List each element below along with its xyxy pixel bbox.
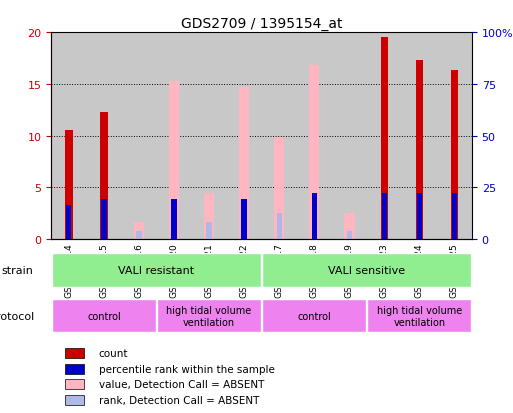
Bar <box>416 61 423 240</box>
Bar <box>309 66 320 240</box>
Text: count: count <box>99 348 128 358</box>
Bar <box>122 33 156 240</box>
Bar <box>191 33 227 240</box>
Bar <box>239 88 249 240</box>
Bar <box>86 33 122 240</box>
FancyBboxPatch shape <box>262 299 366 333</box>
Bar <box>227 33 262 240</box>
Bar <box>206 222 212 240</box>
Bar <box>136 231 142 240</box>
FancyBboxPatch shape <box>367 299 471 333</box>
Bar <box>297 33 332 240</box>
Bar <box>382 193 387 240</box>
Text: value, Detection Call = ABSENT: value, Detection Call = ABSENT <box>99 379 264 389</box>
Text: protocol: protocol <box>0 311 34 321</box>
Text: control: control <box>298 311 331 321</box>
Bar <box>65 349 84 358</box>
Bar <box>311 193 317 240</box>
Text: VALI resistant: VALI resistant <box>119 266 194 275</box>
Bar <box>169 82 179 240</box>
Bar <box>437 33 472 240</box>
Bar <box>171 199 176 240</box>
Bar <box>100 113 108 240</box>
Bar <box>367 33 402 240</box>
Bar <box>274 137 284 240</box>
Text: control: control <box>87 311 121 321</box>
Title: GDS2709 / 1395154_at: GDS2709 / 1395154_at <box>181 17 342 31</box>
Bar <box>134 222 144 240</box>
Bar <box>451 71 458 240</box>
Bar <box>65 379 84 389</box>
Bar <box>51 33 86 240</box>
FancyBboxPatch shape <box>157 299 261 333</box>
Bar <box>344 214 354 240</box>
Text: high tidal volume
ventilation: high tidal volume ventilation <box>166 305 252 327</box>
FancyBboxPatch shape <box>52 254 261 287</box>
Bar <box>332 33 367 240</box>
Text: VALI sensitive: VALI sensitive <box>328 266 405 275</box>
Text: percentile rank within the sample: percentile rank within the sample <box>99 364 274 374</box>
FancyBboxPatch shape <box>262 254 471 287</box>
Bar <box>277 214 282 240</box>
Text: strain: strain <box>2 266 34 275</box>
Bar <box>242 199 247 240</box>
Bar <box>402 33 437 240</box>
Bar <box>347 231 352 240</box>
Bar <box>417 193 422 240</box>
Bar <box>66 206 71 240</box>
Bar <box>65 131 72 240</box>
Bar <box>156 33 191 240</box>
Bar <box>262 33 297 240</box>
FancyBboxPatch shape <box>52 299 156 333</box>
Text: high tidal volume
ventilation: high tidal volume ventilation <box>377 305 462 327</box>
Bar <box>65 395 84 405</box>
Text: rank, Detection Call = ABSENT: rank, Detection Call = ABSENT <box>99 395 259 405</box>
Bar <box>381 38 388 240</box>
Bar <box>204 193 214 240</box>
Bar <box>452 193 457 240</box>
Bar <box>65 364 84 374</box>
Bar <box>101 199 107 240</box>
